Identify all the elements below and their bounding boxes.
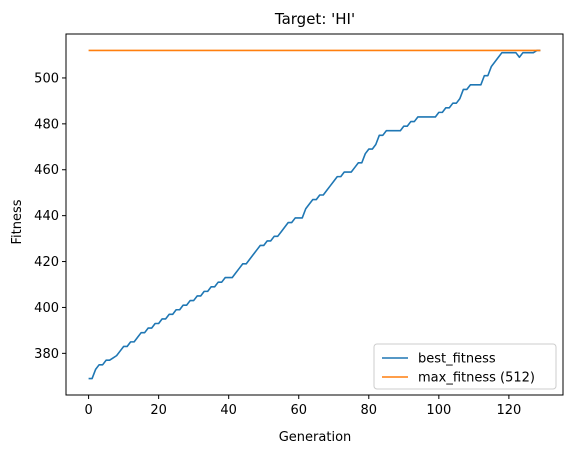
- x-tick-label: 0: [84, 403, 92, 418]
- y-tick-label: 400: [34, 301, 59, 316]
- x-axis-label: Generation: [279, 430, 352, 445]
- x-tick-label: 40: [220, 403, 237, 418]
- x-tick-label: 100: [426, 403, 451, 418]
- legend-box: [373, 343, 557, 390]
- x-tick-label: 20: [150, 403, 167, 418]
- series-line-best-fitness: [88, 49, 541, 380]
- y-tick-label: 380: [34, 347, 59, 362]
- y-tick-label: 440: [34, 209, 59, 224]
- y-tick-label: 480: [34, 117, 59, 132]
- chart-title: Target: 'HI': [274, 10, 355, 28]
- legend-label-max-fitness-512: max_fitness (512): [418, 371, 535, 386]
- x-tick-label: 60: [290, 403, 307, 418]
- x-tick-label: 120: [496, 403, 521, 418]
- axes-frame: [65, 33, 564, 396]
- axes: 0 20 40 60 80 100 120 380 400 420 440 460 480 500: [34, 33, 564, 418]
- plot-area: [88, 49, 541, 380]
- legend-label-best-fitness: best_fitness: [418, 352, 496, 367]
- y-axis-label: Fitness: [10, 199, 25, 244]
- y-tick-label: 460: [34, 163, 59, 178]
- y-tick-label: 500: [34, 71, 59, 86]
- x-tick-label: 80: [361, 403, 378, 418]
- y-tick-label: 420: [34, 255, 59, 270]
- legend: best_fitness max_fitness (512): [373, 343, 557, 390]
